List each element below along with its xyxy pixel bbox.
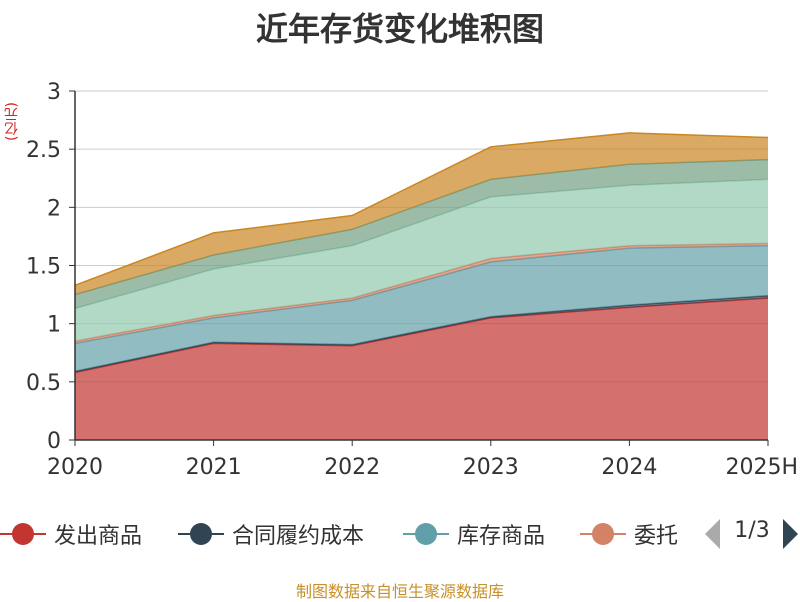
area-4: [75, 179, 768, 342]
legend-item-3[interactable]: 委托: [580, 512, 685, 556]
y-tick-label: 2.5: [26, 138, 61, 163]
x-tick-labels: 2020 2021 2022 2023 2024 2025H: [47, 455, 798, 480]
y-tick-label: 0.5: [26, 371, 61, 396]
legend-label: 委托: [634, 524, 679, 549]
series-line-6: [74, 132, 769, 287]
legend-label: 发出商品: [54, 524, 143, 549]
y-tick-label: 3: [47, 80, 61, 105]
area-0: [75, 298, 768, 440]
y-tick-label: 1: [47, 313, 61, 338]
x-tick-label: 2020: [47, 455, 103, 480]
legend-label: 合同履约成本: [232, 524, 365, 549]
legend-item-0[interactable]: 发出商品: [0, 512, 142, 556]
area-series: [74, 132, 769, 440]
y-tick-label: 0: [47, 429, 61, 454]
legend: 发出商品 合同履约成本 库存商品 委托: [0, 512, 800, 556]
legend-marker-icon: [403, 512, 449, 556]
legend-prev-page-icon[interactable]: [705, 519, 720, 549]
area-6: [75, 132, 768, 295]
legend-page-indicator: 1/3: [734, 518, 770, 543]
data-source-note: 制图数据来自恒生聚源数据库: [295, 582, 504, 601]
x-tick-label: 2021: [186, 455, 242, 480]
x-tick-label: 2025H: [725, 455, 798, 480]
area-2: [75, 245, 768, 372]
chart-title: 近年存货变化堆积图: [255, 10, 544, 48]
y-tick-labels: 0 0.5 1 1.5 2 2.5 3: [26, 80, 61, 454]
y-tick-label: 1.5: [26, 255, 61, 280]
axes: [69, 90, 769, 446]
series-line-0: [74, 297, 769, 374]
area-5: [75, 159, 768, 309]
y-tick-label: 2: [47, 196, 61, 221]
legend-marker-icon: [178, 512, 224, 556]
x-tick-label: 2023: [463, 455, 519, 480]
legend-item-2[interactable]: 库存商品: [403, 512, 545, 556]
legend-marker-icon: [580, 512, 626, 556]
legend-label: 库存商品: [457, 524, 546, 549]
series-line-4: [74, 178, 769, 310]
legend-next-page-icon[interactable]: [783, 519, 798, 549]
legend-marker-icon: [0, 512, 46, 556]
x-tick-label: 2022: [324, 455, 380, 480]
legend-item-1[interactable]: 合同履约成本: [178, 512, 364, 556]
x-tick-label: 2024: [601, 455, 657, 480]
